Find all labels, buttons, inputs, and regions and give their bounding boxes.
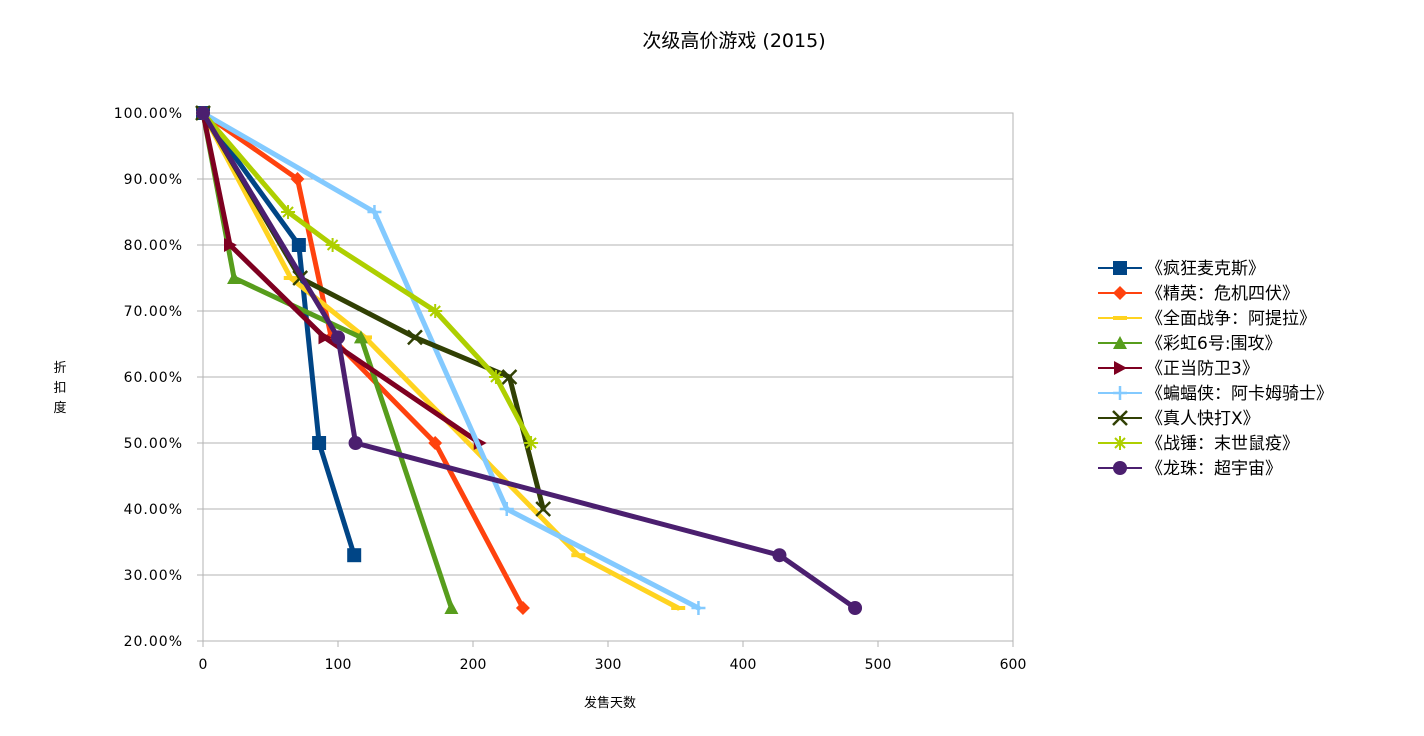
x-tick-label: 300 [595, 657, 622, 673]
data-point [501, 369, 518, 385]
data-point [224, 238, 237, 252]
data-point [535, 501, 552, 517]
legend-label: 《正当防卫3》 [1146, 359, 1259, 379]
series-9 [196, 106, 863, 615]
y-axis-ticks: 20.00% 30.00% 40.00% 50.00% 60.00% 70.00% 80.0… [114, 106, 203, 650]
data-point [348, 436, 363, 450]
chart-title: 次级高价游戏 (2015) [642, 30, 825, 52]
data-point [407, 329, 423, 346]
legend-item: 《正当防卫3》 [1098, 359, 1259, 379]
legend-label: 《全面战争：阿提拉》 [1146, 309, 1316, 329]
data-point [671, 606, 686, 610]
y-tick-label: 30.00% [124, 568, 183, 584]
data-point [772, 548, 787, 563]
series-6 [196, 106, 706, 615]
data-point [331, 330, 345, 345]
legend-label: 《龙珠：超宇宙》 [1146, 459, 1282, 479]
series-line [200, 110, 357, 558]
data-point [347, 548, 362, 563]
y-tick-label: 80.00% [124, 238, 183, 254]
data-point [515, 601, 530, 615]
legend-label: 《蝙蝠侠：阿卡姆骑士》 [1146, 384, 1333, 404]
legend-item: 《全面战争：阿提拉》 [1098, 309, 1316, 329]
data-point [318, 330, 332, 345]
legend-label: 《疯狂麦克斯》 [1146, 259, 1265, 279]
data-point [196, 106, 210, 120]
legend-swatch-marker [1113, 261, 1127, 275]
data-point [691, 601, 706, 615]
y-tick-label: 90.00% [124, 172, 183, 188]
legend: 《疯狂麦克斯》《精英：危机四伏》《全面战争：阿提拉》《彩虹6号:围攻》《正当防卫… [1098, 259, 1333, 479]
y-tick-label: 70.00% [124, 304, 183, 320]
data-point [848, 601, 863, 615]
legend-item: 《蝙蝠侠：阿卡姆骑士》 [1098, 384, 1333, 404]
data-point [524, 436, 539, 450]
x-tick-label: 0 [199, 657, 208, 673]
x-tick-label: 500 [865, 657, 892, 673]
legend-item: 《疯狂麦克斯》 [1098, 259, 1265, 279]
legend-label: 《真人快打X》 [1146, 409, 1260, 429]
x-tick-label: 100 [325, 657, 352, 673]
data-point [290, 172, 305, 186]
y-tick-label: 100.00% [114, 106, 183, 122]
data-point [353, 330, 368, 344]
data-point [291, 238, 306, 252]
data-point [571, 553, 586, 558]
data-point [488, 370, 503, 384]
series-line [200, 110, 534, 446]
data-point [444, 601, 459, 614]
legend-item: 《真人快打X》 [1098, 409, 1260, 429]
legend-label: 《战锤：末世鼠疫》 [1146, 434, 1299, 454]
data-point [358, 335, 372, 340]
legend-item: 《战锤：末世鼠疫》 [1098, 434, 1299, 454]
x-axis-label: 发售天数 [584, 695, 636, 711]
data-point [312, 436, 327, 450]
legend-item: 《彩虹6号:围攻》 [1098, 334, 1282, 354]
data-point [281, 205, 296, 219]
data-point [367, 205, 382, 219]
legend-swatch-marker [1113, 316, 1127, 320]
series-line [200, 110, 483, 446]
series-8 [196, 106, 539, 450]
data-point [428, 304, 443, 318]
series-lines [195, 105, 863, 615]
y-tick-label: 40.00% [124, 502, 183, 518]
legend-swatch-marker [1113, 386, 1127, 400]
y-tick-label: 50.00% [124, 436, 183, 452]
legend-swatch-marker [1113, 436, 1127, 450]
legend-label: 《彩虹6号:围攻》 [1146, 334, 1282, 354]
legend-item: 《龙珠：超宇宙》 [1098, 459, 1282, 479]
data-point [428, 436, 443, 450]
legend-swatch-marker [1112, 410, 1128, 426]
x-tick-label: 600 [1000, 657, 1027, 673]
data-point [325, 238, 340, 252]
series-line [200, 110, 701, 611]
data-point [227, 271, 242, 284]
y-tick-label: 20.00% [124, 634, 183, 650]
data-point [283, 276, 298, 280]
legend-swatch-marker [1113, 461, 1127, 475]
data-point [499, 502, 514, 516]
legend-swatch-marker [1113, 286, 1127, 300]
x-tick-label: 400 [730, 657, 757, 673]
x-axis-ticks: 0 100 200 300 400 500 600 [199, 641, 1027, 673]
y-axis-label: 折扣度 [53, 361, 66, 416]
legend-swatch-marker [1113, 336, 1127, 349]
legend-label: 《精英：危机四伏》 [1146, 284, 1299, 304]
y-tick-label: 60.00% [124, 370, 183, 386]
legend-swatch-marker [1114, 361, 1127, 375]
legend-item: 《精英：危机四伏》 [1098, 284, 1299, 304]
x-tick-label: 200 [460, 657, 487, 673]
